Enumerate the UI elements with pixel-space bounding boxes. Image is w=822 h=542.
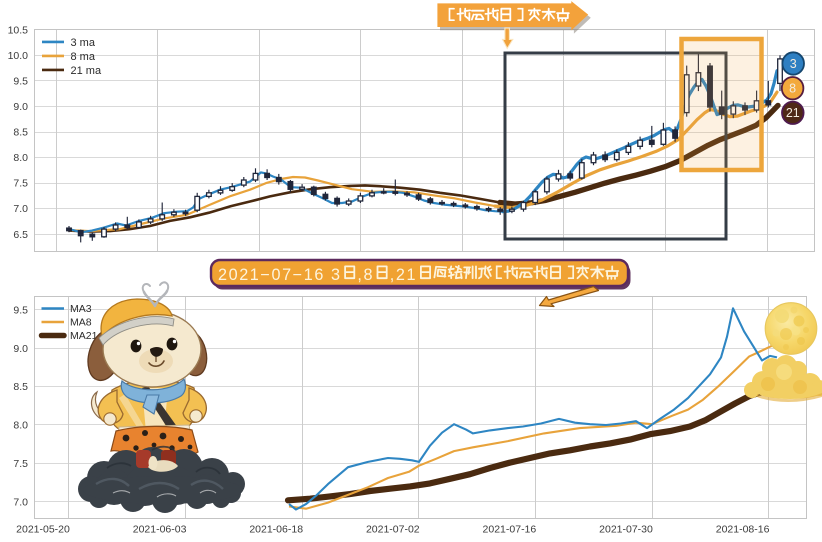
svg-text:3 ma: 3 ma [71,37,96,49]
svg-text:9.0: 9.0 [13,101,28,113]
svg-text:9.0: 9.0 [13,343,28,355]
svg-text:6.5: 6.5 [13,229,28,241]
svg-text:7.5: 7.5 [13,458,28,470]
svg-text:2021-08-16: 2021-08-16 [716,524,770,536]
svg-text:3: 3 [790,57,797,71]
svg-text:7.0: 7.0 [13,203,28,215]
svg-text:8.5: 8.5 [13,127,28,139]
svg-text:7.0: 7.0 [13,496,28,508]
svg-text:8.5: 8.5 [13,381,28,393]
svg-text:10.0: 10.0 [8,50,29,62]
svg-text:MA8: MA8 [70,317,92,329]
svg-text:2021-07-30: 2021-07-30 [599,524,653,536]
svg-text:,21: ,21 [390,266,417,284]
svg-text:21 ma: 21 ma [71,65,102,77]
svg-text:7.5: 7.5 [13,178,28,190]
svg-text:9.5: 9.5 [13,304,28,316]
svg-text:2021-07-02: 2021-07-02 [366,524,420,536]
svg-text:9.5: 9.5 [13,76,28,88]
svg-text:8.0: 8.0 [13,152,28,164]
svg-text:2021−07−16 3: 2021−07−16 3 [218,266,342,284]
svg-text:21: 21 [786,106,800,120]
svg-text:MA3: MA3 [70,303,92,315]
svg-text:2021-06-18: 2021-06-18 [249,524,303,536]
svg-text:10.5: 10.5 [8,24,29,36]
svg-text:8: 8 [789,82,796,96]
svg-text:2021-06-03: 2021-06-03 [133,524,187,536]
svg-text:2021-05-20: 2021-05-20 [16,524,70,536]
svg-text:,8: ,8 [357,266,374,284]
svg-text:2021-07-16: 2021-07-16 [483,524,537,536]
svg-text:MA21: MA21 [70,330,98,342]
svg-text:8 ma: 8 ma [71,51,96,63]
svg-text:8.0: 8.0 [13,420,28,432]
